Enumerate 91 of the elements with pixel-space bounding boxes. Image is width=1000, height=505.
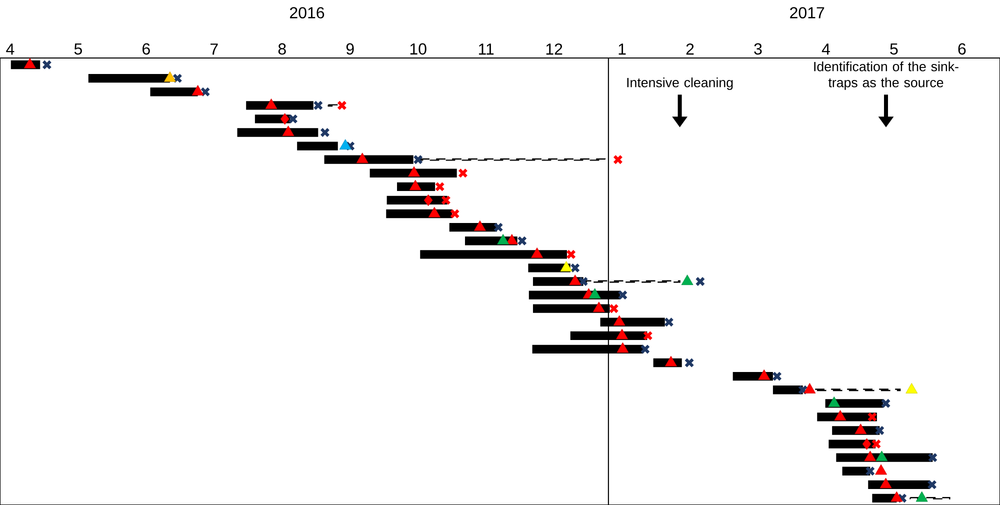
point bbox=[280, 113, 290, 125]
x-tick-label: 7 bbox=[210, 44, 218, 55]
bar bbox=[324, 155, 414, 164]
bar bbox=[420, 250, 567, 259]
point bbox=[862, 438, 872, 450]
x-tick-label: 12 bbox=[546, 43, 562, 55]
point bbox=[409, 180, 422, 190]
point bbox=[320, 128, 330, 137]
point bbox=[928, 480, 936, 490]
point bbox=[875, 464, 888, 475]
point bbox=[578, 277, 588, 286]
point bbox=[441, 196, 450, 205]
x-tick-label: 6 bbox=[142, 43, 150, 55]
point bbox=[414, 155, 423, 164]
point bbox=[428, 206, 440, 218]
point bbox=[772, 372, 782, 381]
bar bbox=[88, 74, 170, 83]
point bbox=[881, 398, 890, 408]
point bbox=[618, 290, 628, 300]
text: 2017 bbox=[790, 7, 824, 18]
point bbox=[665, 356, 677, 366]
point bbox=[569, 274, 582, 286]
x-tick-label: 5 bbox=[74, 43, 82, 55]
point bbox=[566, 250, 576, 259]
point bbox=[314, 100, 323, 110]
point bbox=[588, 288, 601, 299]
point bbox=[696, 277, 705, 286]
point bbox=[928, 453, 938, 462]
annotation: Intensive cleaning bbox=[627, 77, 733, 90]
point bbox=[643, 331, 652, 340]
point bbox=[282, 126, 294, 136]
point bbox=[435, 182, 444, 192]
point bbox=[616, 342, 629, 353]
point bbox=[854, 424, 867, 434]
point bbox=[616, 328, 628, 340]
point bbox=[560, 261, 572, 272]
x2-tick-label: 1 bbox=[618, 44, 626, 55]
point bbox=[570, 263, 580, 272]
annotation: Identification of the sink-traps as the source bbox=[814, 61, 958, 90]
x-tick-label: 10 bbox=[410, 43, 426, 55]
point bbox=[758, 369, 770, 380]
point bbox=[664, 318, 674, 327]
point bbox=[531, 248, 544, 258]
point bbox=[356, 152, 368, 164]
point bbox=[288, 114, 298, 124]
point bbox=[200, 87, 210, 96]
point bbox=[880, 478, 892, 488]
point bbox=[192, 84, 204, 96]
point bbox=[864, 450, 876, 462]
point bbox=[876, 450, 888, 462]
point bbox=[474, 220, 486, 231]
point bbox=[497, 234, 510, 244]
point bbox=[872, 440, 881, 449]
point bbox=[613, 155, 622, 164]
point bbox=[339, 139, 352, 150]
point bbox=[42, 60, 52, 70]
point bbox=[592, 302, 605, 312]
point bbox=[337, 100, 346, 110]
point bbox=[424, 194, 433, 206]
point bbox=[828, 396, 840, 407]
x-tick-label: 8 bbox=[278, 43, 286, 55]
point bbox=[866, 466, 875, 476]
point bbox=[875, 426, 884, 435]
point bbox=[24, 58, 36, 68]
point bbox=[684, 358, 694, 368]
point bbox=[640, 344, 650, 354]
point bbox=[506, 234, 518, 244]
point bbox=[408, 166, 420, 177]
point bbox=[265, 98, 278, 109]
point bbox=[518, 236, 527, 246]
bar bbox=[297, 142, 338, 150]
x2-tick-label: 2 bbox=[686, 43, 694, 55]
point bbox=[458, 168, 468, 178]
point bbox=[609, 304, 618, 314]
point bbox=[494, 222, 503, 232]
point bbox=[613, 315, 626, 326]
point bbox=[804, 382, 816, 394]
point bbox=[868, 412, 877, 422]
x-tick-label: 4 bbox=[6, 44, 14, 55]
point bbox=[906, 382, 918, 394]
x-tick-label: 11 bbox=[478, 44, 494, 55]
point bbox=[172, 74, 182, 83]
text: 2016 bbox=[290, 7, 324, 18]
point bbox=[164, 71, 176, 82]
x-tick-label: 9 bbox=[346, 43, 354, 55]
point bbox=[450, 209, 460, 218]
point bbox=[834, 410, 846, 420]
point bbox=[681, 274, 694, 286]
bar bbox=[237, 128, 318, 137]
x2-tick-label: 3 bbox=[754, 43, 762, 55]
bar bbox=[150, 88, 198, 96]
